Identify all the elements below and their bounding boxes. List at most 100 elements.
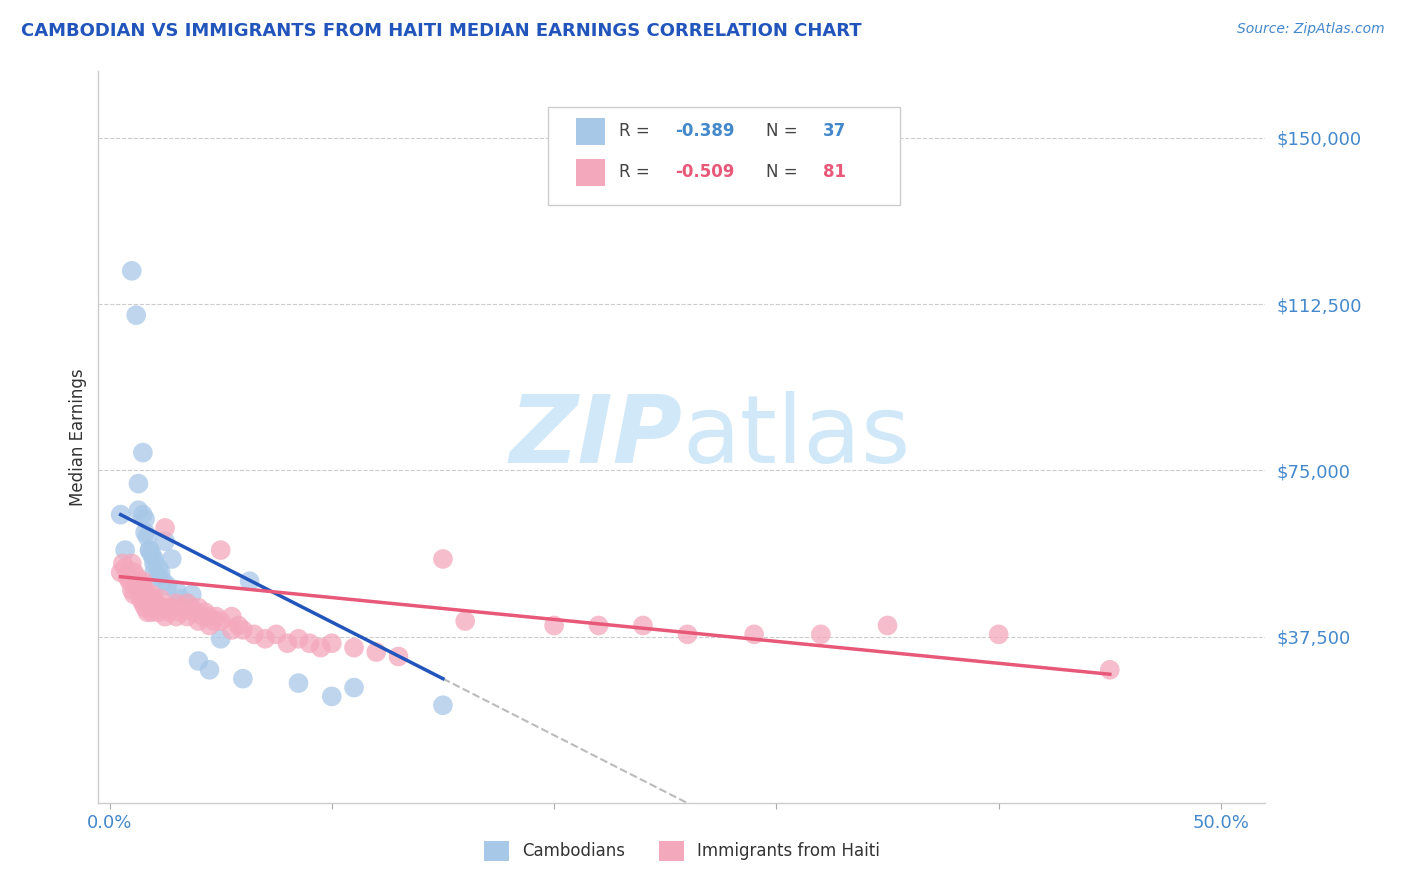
Point: [432, 552, 454, 566]
Point: [143, 557, 166, 571]
Point: [191, 609, 214, 624]
Text: CAMBODIAN VS IMMIGRANTS FROM HAITI MEDIAN EARNINGS CORRELATION CHART: CAMBODIAN VS IMMIGRANTS FROM HAITI MEDIA…: [21, 22, 862, 40]
Point: [143, 552, 166, 566]
Point: [138, 596, 160, 610]
Text: atlas: atlas: [682, 391, 910, 483]
Point: [176, 596, 198, 610]
Point: [122, 587, 145, 601]
Point: [153, 609, 176, 624]
Point: [543, 618, 565, 632]
Point: [243, 627, 266, 641]
Point: [221, 609, 243, 624]
Text: R =: R =: [619, 163, 655, 181]
Point: [1098, 663, 1121, 677]
Point: [149, 591, 172, 606]
Point: [209, 614, 232, 628]
Point: [125, 570, 148, 584]
Point: [176, 596, 198, 610]
Text: -0.389: -0.389: [675, 122, 734, 140]
Point: [287, 632, 309, 646]
Point: [136, 587, 159, 601]
Point: [205, 609, 228, 624]
Point: [129, 578, 152, 592]
Point: [138, 591, 160, 606]
Text: 37: 37: [823, 122, 846, 140]
Point: [209, 543, 232, 558]
Point: [287, 676, 309, 690]
Point: [136, 605, 159, 619]
Point: [172, 600, 194, 615]
Point: [160, 552, 183, 566]
Point: [198, 618, 221, 632]
Point: [149, 566, 172, 580]
Point: [125, 578, 148, 592]
Point: [176, 609, 198, 624]
Point: [110, 508, 132, 522]
Point: [876, 618, 898, 632]
Point: [198, 663, 221, 677]
Point: [134, 582, 156, 597]
Point: [148, 605, 170, 619]
Point: [117, 570, 139, 584]
Point: [298, 636, 321, 650]
Point: [152, 600, 174, 615]
Point: [264, 627, 287, 641]
Point: [228, 618, 250, 632]
Point: [132, 574, 155, 589]
Point: [141, 587, 163, 601]
Point: [169, 605, 191, 619]
Point: [138, 543, 160, 558]
Text: ZIP: ZIP: [509, 391, 682, 483]
Point: [122, 566, 145, 580]
Text: R =: R =: [619, 122, 655, 140]
Text: N =: N =: [766, 163, 803, 181]
Point: [125, 308, 148, 322]
Y-axis label: Median Earnings: Median Earnings: [69, 368, 87, 506]
Text: Source: ZipAtlas.com: Source: ZipAtlas.com: [1237, 22, 1385, 37]
Point: [232, 672, 254, 686]
Point: [136, 530, 159, 544]
Point: [387, 649, 409, 664]
Point: [141, 548, 163, 562]
Point: [121, 557, 143, 571]
Point: [187, 614, 209, 628]
Point: [134, 600, 156, 615]
Point: [180, 587, 202, 601]
Point: [183, 605, 205, 619]
Point: [180, 600, 202, 615]
Point: [132, 596, 155, 610]
Point: [209, 632, 232, 646]
Point: [187, 600, 209, 615]
Point: [127, 476, 149, 491]
Point: [276, 636, 298, 650]
Point: [127, 503, 149, 517]
Point: [148, 570, 170, 584]
Point: [987, 627, 1010, 641]
Point: [114, 561, 136, 575]
Point: [132, 445, 155, 459]
Point: [221, 623, 243, 637]
Text: N =: N =: [766, 122, 803, 140]
Point: [143, 591, 166, 606]
Point: [153, 521, 176, 535]
Text: -0.509: -0.509: [675, 163, 734, 181]
Point: [165, 582, 187, 597]
Point: [127, 574, 149, 589]
Point: [118, 574, 141, 589]
Point: [588, 618, 610, 632]
Point: [134, 525, 156, 540]
Point: [111, 557, 134, 571]
Point: [143, 600, 166, 615]
Point: [132, 508, 155, 522]
Point: [141, 605, 163, 619]
Point: [194, 605, 217, 619]
Point: [432, 698, 454, 713]
Point: [160, 600, 183, 615]
Point: [148, 600, 170, 615]
Point: [121, 264, 143, 278]
Point: [366, 645, 388, 659]
Point: [232, 623, 254, 637]
Point: [742, 627, 765, 641]
Point: [309, 640, 332, 655]
Point: [254, 632, 277, 646]
